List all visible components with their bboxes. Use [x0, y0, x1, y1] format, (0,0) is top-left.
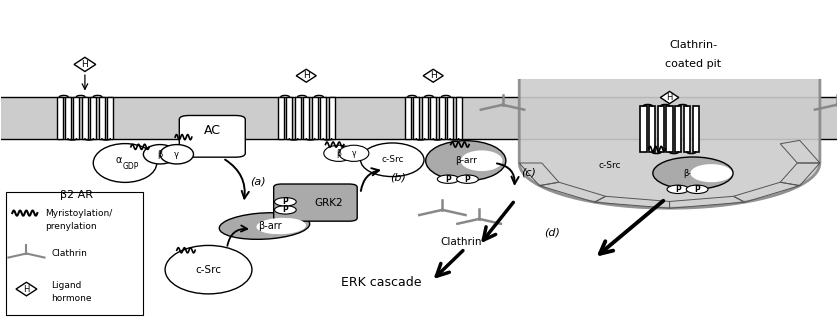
Text: P: P — [282, 197, 288, 206]
Ellipse shape — [323, 145, 354, 161]
Text: H: H — [430, 71, 437, 80]
Text: AC: AC — [204, 124, 221, 137]
Circle shape — [275, 198, 296, 206]
Bar — [692, 106, 699, 152]
Polygon shape — [520, 79, 820, 208]
Bar — [303, 97, 309, 139]
Text: γ: γ — [352, 149, 356, 158]
Circle shape — [667, 185, 689, 194]
Text: coated pit: coated pit — [665, 59, 721, 69]
Bar — [405, 97, 411, 139]
Text: P: P — [282, 205, 288, 215]
Text: Clathrin: Clathrin — [51, 249, 87, 258]
Text: P: P — [694, 185, 700, 194]
Text: β-arr: β-arr — [683, 169, 703, 178]
Ellipse shape — [691, 164, 732, 182]
Text: β-arr: β-arr — [258, 221, 282, 231]
Ellipse shape — [360, 143, 424, 177]
Text: P: P — [445, 175, 451, 184]
Text: c-Src: c-Src — [381, 155, 404, 164]
Ellipse shape — [93, 144, 157, 182]
Bar — [312, 97, 318, 139]
Ellipse shape — [653, 157, 733, 189]
Text: GRK2: GRK2 — [314, 199, 343, 208]
Circle shape — [457, 175, 478, 183]
Text: Ligand: Ligand — [51, 281, 82, 290]
Bar — [91, 97, 96, 139]
Text: β2 AR: β2 AR — [60, 190, 93, 200]
Text: Clathrin-: Clathrin- — [669, 40, 717, 50]
Bar — [320, 97, 326, 139]
Text: prenylation: prenylation — [44, 222, 96, 230]
Polygon shape — [660, 91, 679, 104]
Text: β: β — [336, 149, 341, 158]
Bar — [430, 97, 437, 139]
Bar — [447, 97, 453, 139]
Text: γ: γ — [174, 150, 179, 159]
Bar — [56, 97, 63, 139]
Bar — [74, 97, 80, 139]
Text: β: β — [158, 150, 163, 159]
Ellipse shape — [160, 144, 194, 164]
Circle shape — [275, 206, 296, 214]
Ellipse shape — [461, 150, 503, 171]
FancyBboxPatch shape — [274, 184, 357, 221]
Text: c-Src: c-Src — [195, 265, 221, 275]
Polygon shape — [296, 69, 316, 82]
Bar — [2, 97, 836, 139]
Text: GDP: GDP — [122, 162, 139, 171]
Bar — [328, 97, 334, 139]
Bar — [666, 106, 673, 152]
Ellipse shape — [165, 245, 252, 294]
Bar — [640, 106, 647, 152]
Bar — [456, 97, 462, 139]
Text: c-Src: c-Src — [598, 161, 621, 170]
Bar — [438, 97, 445, 139]
Bar — [107, 97, 113, 139]
Text: Clathrin: Clathrin — [440, 237, 482, 247]
Text: (c): (c) — [521, 168, 535, 178]
Text: (d): (d) — [545, 228, 560, 238]
Text: hormone: hormone — [51, 294, 92, 303]
Bar — [675, 106, 681, 152]
Text: H: H — [81, 60, 88, 69]
Circle shape — [437, 175, 459, 183]
Bar — [278, 97, 284, 139]
Ellipse shape — [220, 213, 310, 239]
Polygon shape — [16, 282, 37, 296]
Bar — [413, 97, 419, 139]
Bar — [658, 106, 664, 152]
Bar — [287, 97, 292, 139]
Circle shape — [686, 185, 708, 194]
Bar — [6, 192, 143, 315]
Bar — [82, 97, 88, 139]
Text: H: H — [303, 71, 309, 80]
Polygon shape — [74, 57, 96, 71]
Text: P: P — [464, 175, 470, 184]
Bar — [649, 106, 655, 152]
Ellipse shape — [339, 145, 369, 161]
Text: β-arr: β-arr — [455, 156, 477, 165]
Ellipse shape — [143, 144, 177, 164]
Bar — [99, 97, 105, 139]
Text: P: P — [675, 185, 680, 194]
FancyBboxPatch shape — [179, 115, 246, 157]
Text: H: H — [666, 93, 673, 102]
Text: Myristoylation/: Myristoylation/ — [44, 209, 112, 217]
Text: (b): (b) — [390, 173, 406, 183]
Text: H: H — [23, 285, 29, 293]
Polygon shape — [423, 69, 443, 82]
Ellipse shape — [426, 141, 506, 181]
Text: (a): (a) — [251, 176, 266, 186]
Bar — [684, 106, 690, 152]
Bar — [65, 97, 71, 139]
Ellipse shape — [256, 218, 306, 234]
Text: α: α — [115, 155, 122, 165]
Bar — [295, 97, 301, 139]
Bar — [422, 97, 427, 139]
Text: ERK cascade: ERK cascade — [341, 276, 422, 289]
